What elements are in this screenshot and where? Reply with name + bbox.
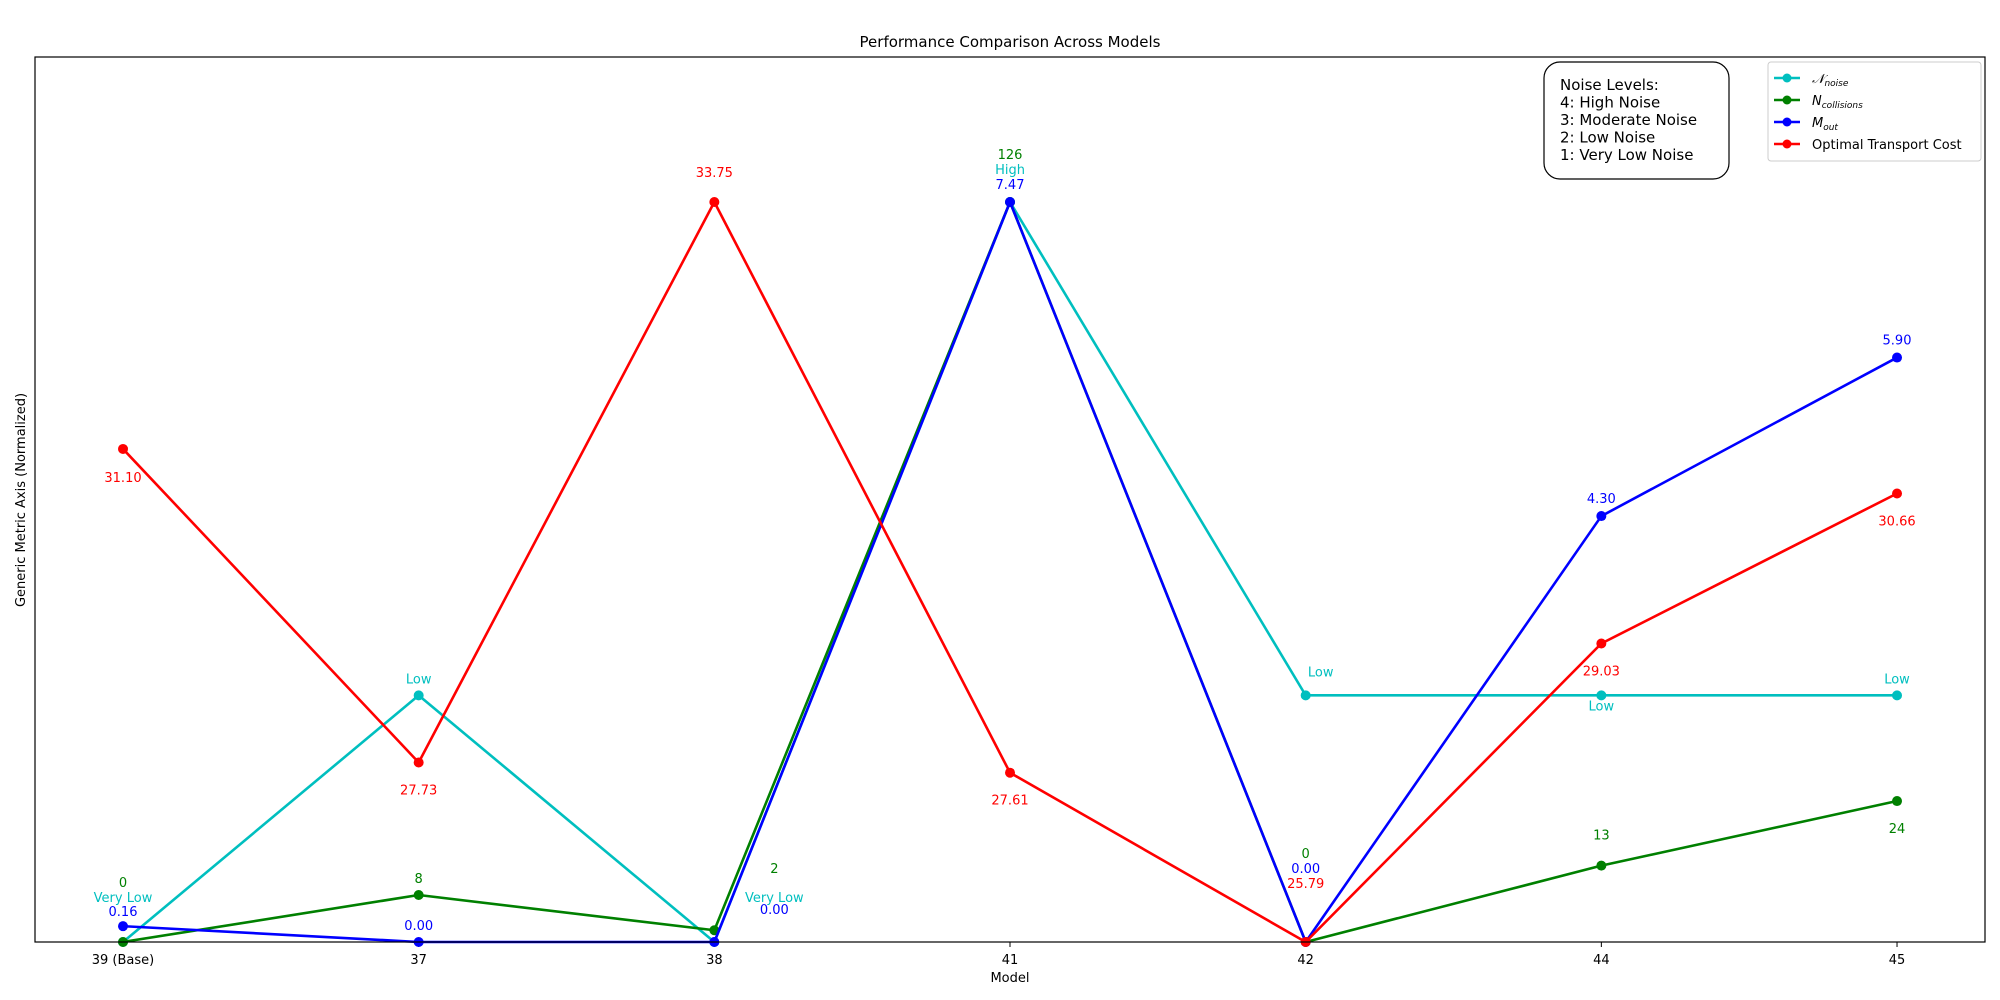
data-label-ot: 29.03	[1583, 664, 1620, 679]
series-line-ot	[122, 200, 1898, 944]
data-label-collisions: 2	[770, 862, 778, 877]
data-label-ot: 27.73	[400, 783, 437, 798]
legend-label-mout: Mout	[1812, 116, 1838, 133]
x-tick-label: 39 (Base)	[92, 953, 154, 968]
x-tick-label: 38	[706, 953, 723, 968]
x-tick-label: 42	[1297, 953, 1314, 968]
annotation-line: Noise Levels:	[1560, 76, 1659, 94]
data-label-mout: 0.00	[760, 903, 789, 918]
data-point-ot	[1005, 767, 1016, 778]
y-axis-label: Generic Metric Axis (Normalized)	[14, 393, 29, 607]
legend-marker-ot	[1782, 139, 1792, 149]
data-point-mout	[1596, 511, 1607, 522]
data-label-collisions: 13	[1593, 829, 1610, 844]
plot-frame	[34, 56, 1986, 943]
series-line-noise	[122, 200, 1898, 944]
x-tick-label: 45	[1889, 953, 1906, 968]
annotation-line: 3: Moderate Noise	[1560, 111, 1697, 129]
data-point-noise	[1596, 690, 1607, 701]
series-line-collisions	[122, 200, 1898, 944]
data-label-collisions: 8	[415, 872, 423, 887]
data-label-mout: 0.00	[404, 919, 433, 934]
annotation-box	[1543, 61, 1730, 180]
data-point-ot	[1596, 638, 1607, 649]
data-label-noise: Low	[1308, 665, 1334, 680]
data-point-noise	[413, 690, 424, 701]
data-point-noise	[1892, 690, 1903, 701]
annotation-line: 4: High Noise	[1560, 94, 1660, 112]
legend-marker-mout	[1782, 117, 1792, 127]
x-tick-label: 37	[410, 953, 427, 968]
series-line-mout	[122, 200, 1898, 944]
annotation-line: 1: Very Low Noise	[1560, 146, 1693, 164]
legend-label-ot: Optimal Transport Cost	[1812, 138, 1962, 153]
data-label-mout: 4.30	[1587, 492, 1616, 507]
data-point-ot	[1892, 488, 1903, 499]
data-label-noise: Low	[406, 672, 432, 687]
data-label-noise: Very Low	[745, 891, 804, 906]
legend-marker-collisions	[1782, 95, 1792, 105]
data-label-mout: 7.47	[996, 178, 1025, 193]
data-label-collisions: 24	[1889, 822, 1906, 837]
data-label-mout: 0.16	[109, 905, 138, 920]
x-tick-label: 44	[1593, 953, 1610, 968]
data-label-mout: 0.00	[1291, 862, 1320, 877]
data-point-ot	[709, 197, 720, 207]
data-point-collisions	[1892, 796, 1903, 807]
data-label-ot: 27.61	[991, 794, 1028, 809]
chart-title: Performance Comparison Across Models	[860, 33, 1161, 51]
data-label-noise: High	[995, 163, 1025, 178]
data-point-ot	[413, 757, 424, 768]
data-point-noise	[1300, 690, 1311, 701]
legend-box	[1767, 61, 1982, 162]
data-point-mout	[1005, 197, 1016, 207]
data-label-ot: 25.79	[1287, 877, 1324, 892]
data-label-ot: 33.75	[696, 166, 733, 181]
x-axis-label: Model	[990, 971, 1029, 986]
data-label-collisions: 0	[119, 876, 127, 891]
legend-label-collisions: Ncollisions	[1812, 94, 1863, 111]
data-point-ot	[118, 443, 128, 454]
data-label-noise: Low	[1884, 672, 1910, 687]
data-label-collisions: 126	[998, 148, 1023, 163]
data-point-collisions	[1596, 860, 1607, 871]
plot-area: 39 (Base) 37 38 41 42 44 45 Very Low Low Very Low…	[92, 148, 1916, 968]
data-label-noise: Low	[1589, 699, 1615, 714]
data-label-collisions: 0	[1302, 847, 1310, 862]
data-label-mout: 5.90	[1883, 334, 1912, 349]
data-label-ot: 30.66	[1878, 514, 1915, 529]
x-tick-label: 41	[1002, 953, 1019, 968]
annotation-line: 2: Low Noise	[1560, 129, 1655, 147]
data-point-mout	[118, 921, 128, 932]
legend-marker-noise	[1782, 73, 1792, 83]
data-label-ot: 31.10	[104, 471, 141, 486]
data-label-noise: Very Low	[94, 891, 153, 906]
data-point-mout	[1892, 352, 1903, 363]
data-point-collisions	[413, 890, 424, 901]
